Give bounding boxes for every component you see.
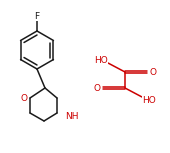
- Text: HO: HO: [142, 95, 156, 104]
- Text: HO: HO: [94, 56, 108, 65]
- Text: NH: NH: [65, 112, 79, 121]
- Text: O: O: [149, 67, 157, 76]
- Text: F: F: [35, 11, 40, 21]
- Text: O: O: [94, 84, 100, 93]
- Text: O: O: [21, 93, 28, 103]
